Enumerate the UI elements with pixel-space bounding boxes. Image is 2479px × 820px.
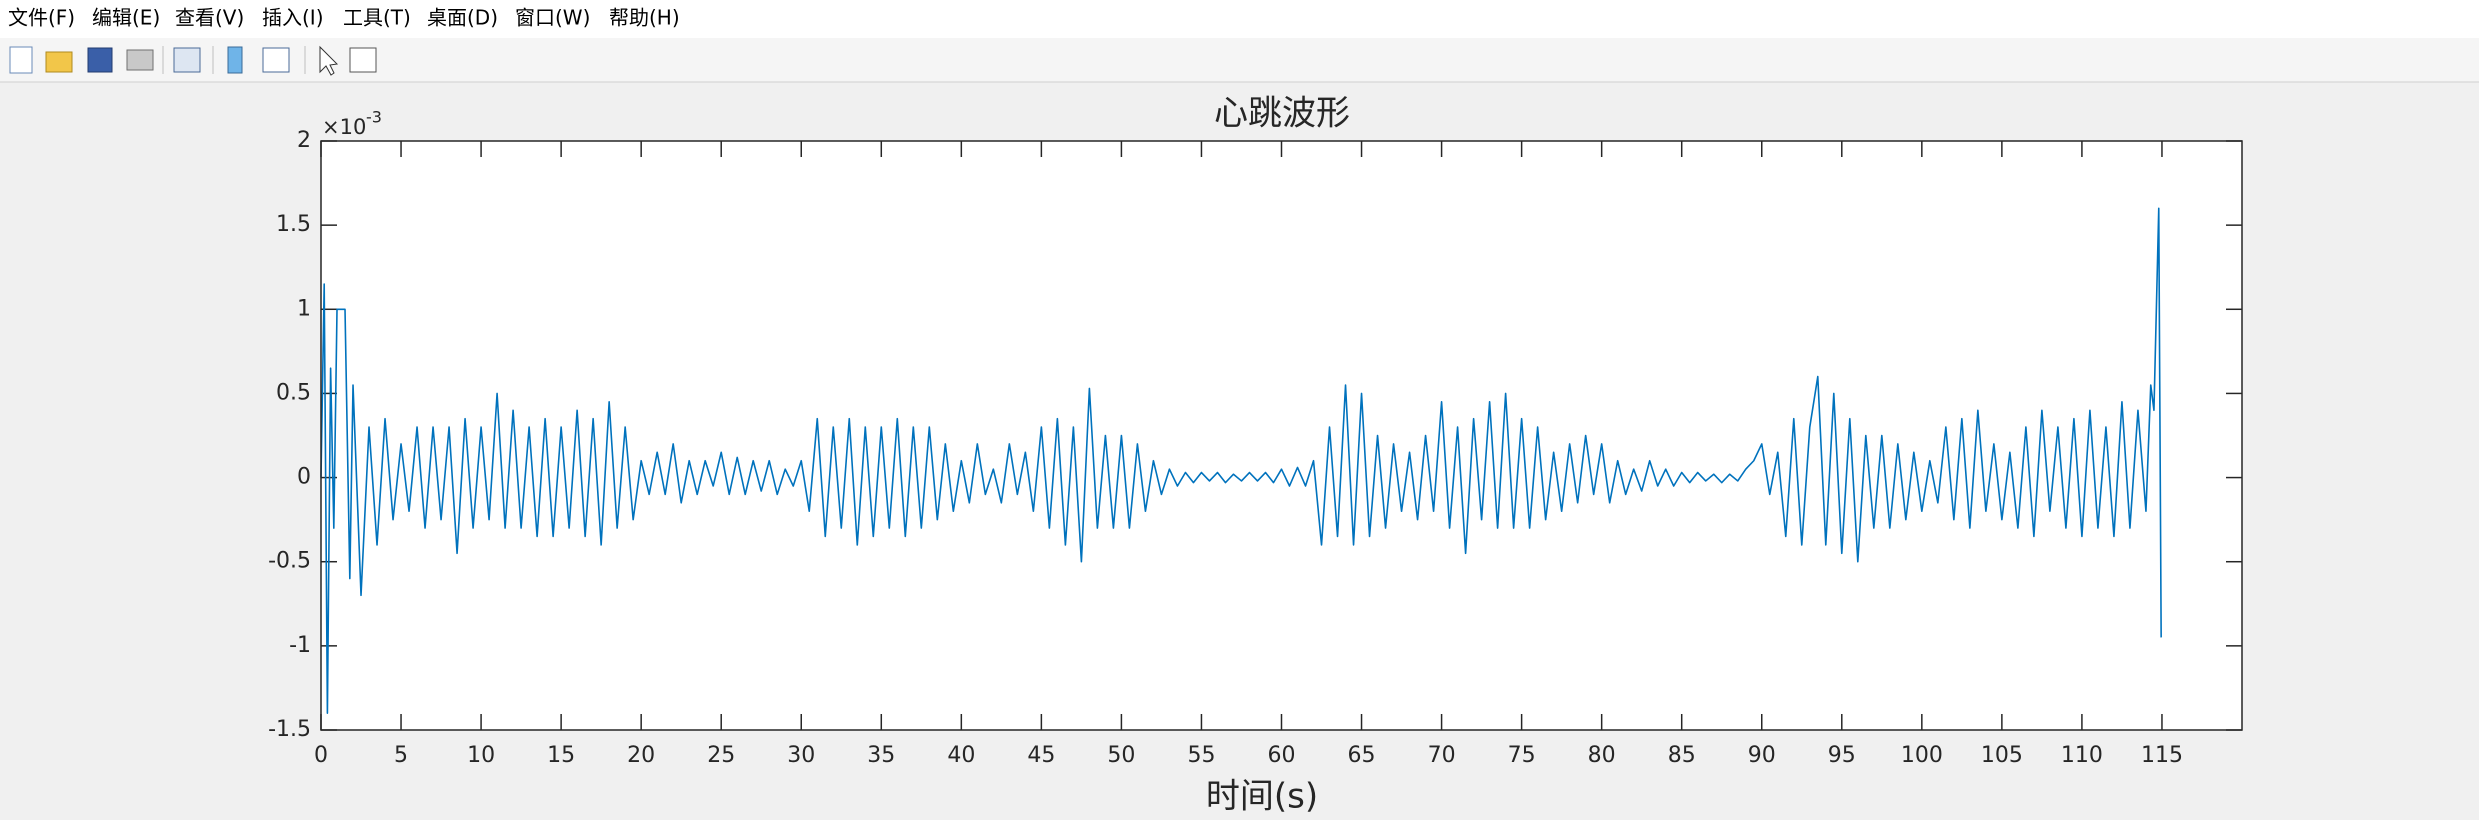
axes: 0 5 10 15 20 25 30 35 40 45 50 55 60 65 70 75 80 85 90 95 10… <box>268 128 2242 768</box>
menu: 文件(F) 编辑(E) 查看(V) 插入(I) 工具(T) 桌面(D) 窗口(W) 帮助(H) <box>8 6 680 30</box>
x-tick-label: 55 <box>1187 743 1215 768</box>
y-tick-label: 0.5 <box>276 380 311 405</box>
y-tick-label: -1 <box>289 633 311 658</box>
menu-item[interactable]: 插入(I) <box>262 6 324 30</box>
x-tick-label: 50 <box>1107 743 1135 768</box>
axes-box <box>320 140 2243 731</box>
y-tick-label: 0 <box>297 465 311 490</box>
open-icon[interactable] <box>45 51 73 73</box>
legend-icon[interactable] <box>262 47 290 73</box>
x-tick-label: 30 <box>787 743 815 768</box>
x-tick-label: 80 <box>1588 743 1616 768</box>
x-tick-label: 35 <box>867 743 895 768</box>
x-tick-label: 40 <box>947 743 975 768</box>
menu-item[interactable]: 帮助(H) <box>609 6 680 30</box>
save-icon[interactable] <box>87 47 113 73</box>
print-icon[interactable] <box>126 49 154 71</box>
y-tick-label: -0.5 <box>268 549 311 574</box>
menu-item[interactable]: 编辑(E) <box>92 6 160 30</box>
x-tick-label: 45 <box>1027 743 1055 768</box>
menu-bar <box>0 0 2479 38</box>
y-tick-label: 2 <box>297 128 311 153</box>
x-tick-label: 105 <box>1981 743 2023 768</box>
x-tick-label: 0 <box>314 743 328 768</box>
x-tick-label: 70 <box>1428 743 1456 768</box>
toolbar-icons <box>9 45 377 76</box>
y-tick-label: 1.5 <box>276 212 311 237</box>
x-tick-label: 95 <box>1828 743 1856 768</box>
new-icon[interactable] <box>9 46 33 74</box>
x-tick-label: 100 <box>1901 743 1943 768</box>
menu-item[interactable]: 文件(F) <box>8 6 75 30</box>
plot-area <box>321 141 2242 730</box>
x-tick-label: 20 <box>627 743 655 768</box>
colorbar-icon[interactable] <box>227 46 243 74</box>
x-tick-label: 5 <box>394 743 408 768</box>
property-icon[interactable] <box>349 47 377 73</box>
menu-item[interactable]: 窗口(W) <box>515 6 590 30</box>
x-tick-label: 75 <box>1508 743 1536 768</box>
x-tick-label: 25 <box>707 743 735 768</box>
pointer-icon[interactable] <box>319 45 339 76</box>
toolbar <box>0 38 2479 82</box>
chart-title: 心跳波形 <box>1214 94 1350 134</box>
x-tick-label: 65 <box>1348 743 1376 768</box>
x-tick-label: 90 <box>1748 743 1776 768</box>
x-tick-label: 110 <box>2061 743 2103 768</box>
data-line <box>320 207 2162 714</box>
menu-item[interactable]: 工具(T) <box>343 6 411 30</box>
menu-item[interactable]: 桌面(D) <box>427 6 498 30</box>
x-tick-label: 60 <box>1268 743 1296 768</box>
y-scale-base: ×10 <box>322 115 366 139</box>
y-scale-exponent: -3 <box>366 108 382 127</box>
x-axis-label: 时间(s) <box>1206 777 1318 817</box>
y-tick-label: -1.5 <box>268 717 311 742</box>
x-tick-label: 15 <box>547 743 575 768</box>
x-tick-label: 115 <box>2141 743 2183 768</box>
link-icon[interactable] <box>173 47 201 73</box>
y-tick-label: 1 <box>297 296 311 321</box>
x-tick-label: 85 <box>1668 743 1696 768</box>
x-tick-label: 10 <box>467 743 495 768</box>
menu-item[interactable]: 查看(V) <box>175 6 244 30</box>
